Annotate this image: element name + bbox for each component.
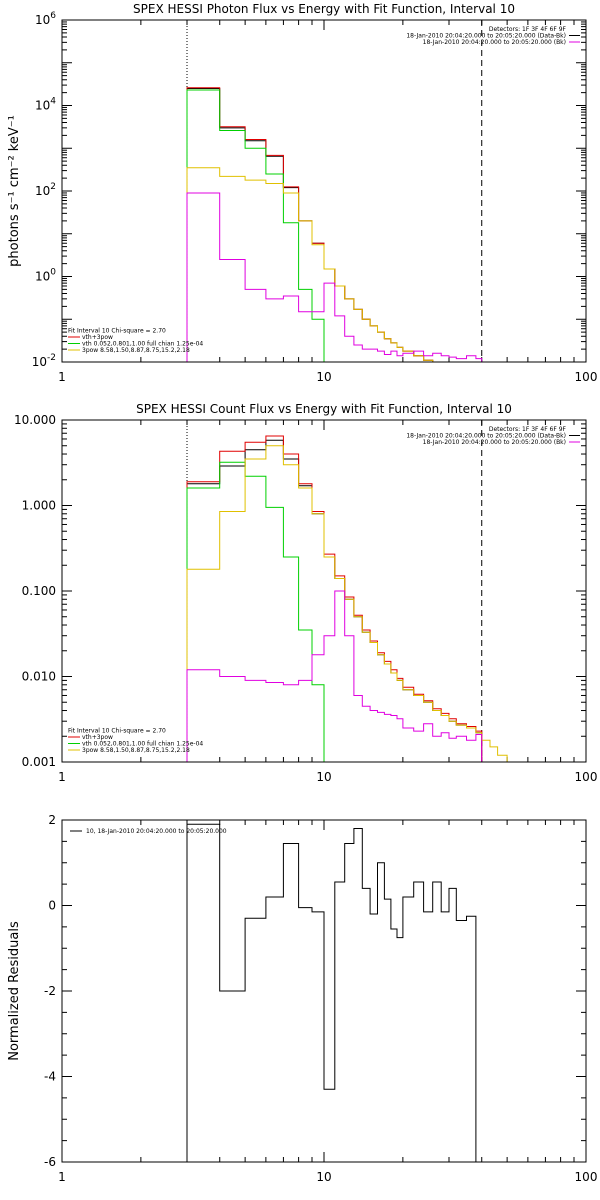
y-tick-label: 104: [35, 97, 56, 113]
series-line-2: [186, 461, 336, 762]
legend-entry: 18-Jan-2010 20:04:20.000 to 20:05:20.000…: [406, 33, 566, 40]
legend-entry: 18-Jan-2010 20:04:20.000 to 20:05:20.000…: [423, 439, 566, 446]
y-tick-exponent: 2: [50, 182, 56, 192]
y-tick-base: 10: [35, 270, 50, 284]
y-tick-label: -6: [44, 1155, 56, 1169]
y-tick-exponent: 4: [50, 97, 56, 107]
y-tick-label: 106: [35, 11, 56, 27]
y-tick-label: 10-2: [32, 353, 56, 369]
y-tick-exponent: 6: [50, 11, 56, 21]
y-tick-label: 0.010: [22, 670, 56, 684]
x-tick-label: 10: [316, 370, 331, 384]
x-tick-label: 10: [316, 770, 331, 784]
series-line-3: [186, 167, 508, 362]
series-line-0: [186, 88, 508, 362]
series-line-4: [186, 590, 483, 762]
plot-area: [186, 87, 508, 362]
y-tick-label: 102: [35, 182, 56, 198]
chart-title: SPEX HESSI Photon Flux vs Energy with Fi…: [133, 2, 515, 16]
series-line-0: [186, 823, 482, 1162]
x-tick-label: 100: [575, 1170, 598, 1184]
y-tick-label: -2: [44, 984, 56, 998]
y-tick-base: 10: [32, 355, 47, 369]
legend-entry: 10, 18-Jan-2010 20:04:20.000 to 20:05:20…: [86, 828, 227, 835]
y-axis-label: photons s⁻¹ cm⁻² keV⁻¹: [7, 115, 22, 267]
series-line-2: [186, 89, 336, 362]
legend-entry: vth 0.052,0.801,1.00 full chian 1.25e-04: [82, 741, 203, 748]
residuals-panel: Normalized Residuals 1 10 100 -6 -4 -2 0 2 10, 18…: [7, 813, 597, 1184]
y-tick-label: 2: [48, 813, 56, 827]
legend-entry: 3pow 8.58,1.50,8.87,8.75,15.2,2.18: [82, 747, 190, 754]
y-axis-label: Normalized Residuals: [7, 921, 22, 1061]
x-tick-label: 1: [58, 770, 66, 784]
legend-entry: Fit Interval 10 Chi-square = 2.70: [68, 328, 166, 335]
legend-entry: 18-Jan-2010 20:04:20.000 to 20:05:20.000…: [423, 39, 566, 46]
plot-area: [186, 823, 482, 1162]
count-flux-panel: SPEX HESSI Count Flux vs Energy with Fit…: [14, 402, 598, 784]
plot-area: [186, 435, 540, 762]
x-tick-label: 100: [575, 770, 598, 784]
x-tick-label: 1: [58, 370, 66, 384]
y-tick-base: 10: [35, 99, 50, 113]
series-line-1: [186, 87, 508, 362]
photon-flux-panel: SPEX HESSI Photon Flux vs Energy with Fi…: [7, 2, 598, 384]
legend-entry: Detectors: 1F 3F 4F 6F 9F: [489, 426, 567, 433]
series-line-3: [186, 445, 540, 762]
y-tick-base: 10: [35, 13, 50, 27]
legend-entry: 3pow 8.58,1.50,8.87,8.75,15.2,2.18: [82, 347, 190, 354]
y-tick-exponent: 0: [50, 268, 56, 278]
plot-frame: [61, 819, 587, 1163]
y-tick-label: 10.000: [14, 413, 56, 427]
y-tick-label: -4: [44, 1070, 56, 1084]
legend-entry: vth+3pow: [82, 334, 113, 341]
x-tick-label: 10: [316, 1170, 331, 1184]
chart-title: SPEX HESSI Count Flux vs Energy with Fit…: [136, 402, 512, 416]
x-tick-label: 100: [575, 370, 598, 384]
plot-frame: [61, 419, 587, 763]
legend-entry: vth 0.052,0.801,1.00 full chian 1.25e-04: [82, 341, 203, 348]
y-tick-exponent: -2: [47, 353, 56, 363]
y-tick-label: 0.001: [22, 755, 56, 769]
y-tick-label: 0: [48, 899, 56, 913]
y-tick-label: 100: [35, 268, 56, 284]
plot-frame: [61, 19, 587, 363]
series-line-4: [186, 192, 483, 362]
legend-entry: Fit Interval 10 Chi-square = 2.70: [68, 728, 166, 735]
legend-entry: Detectors: 1F 3F 4F 6F 9F: [489, 26, 567, 33]
legend-entry: 18-Jan-2010 20:04:20.000 to 20:05:20.000…: [406, 433, 566, 440]
y-tick-base: 10: [35, 184, 50, 198]
y-tick-label: 1.000: [22, 499, 56, 513]
legend-entry: vth+3pow: [82, 734, 113, 741]
x-tick-label: 1: [58, 1170, 66, 1184]
y-tick-label: 0.100: [22, 584, 56, 598]
